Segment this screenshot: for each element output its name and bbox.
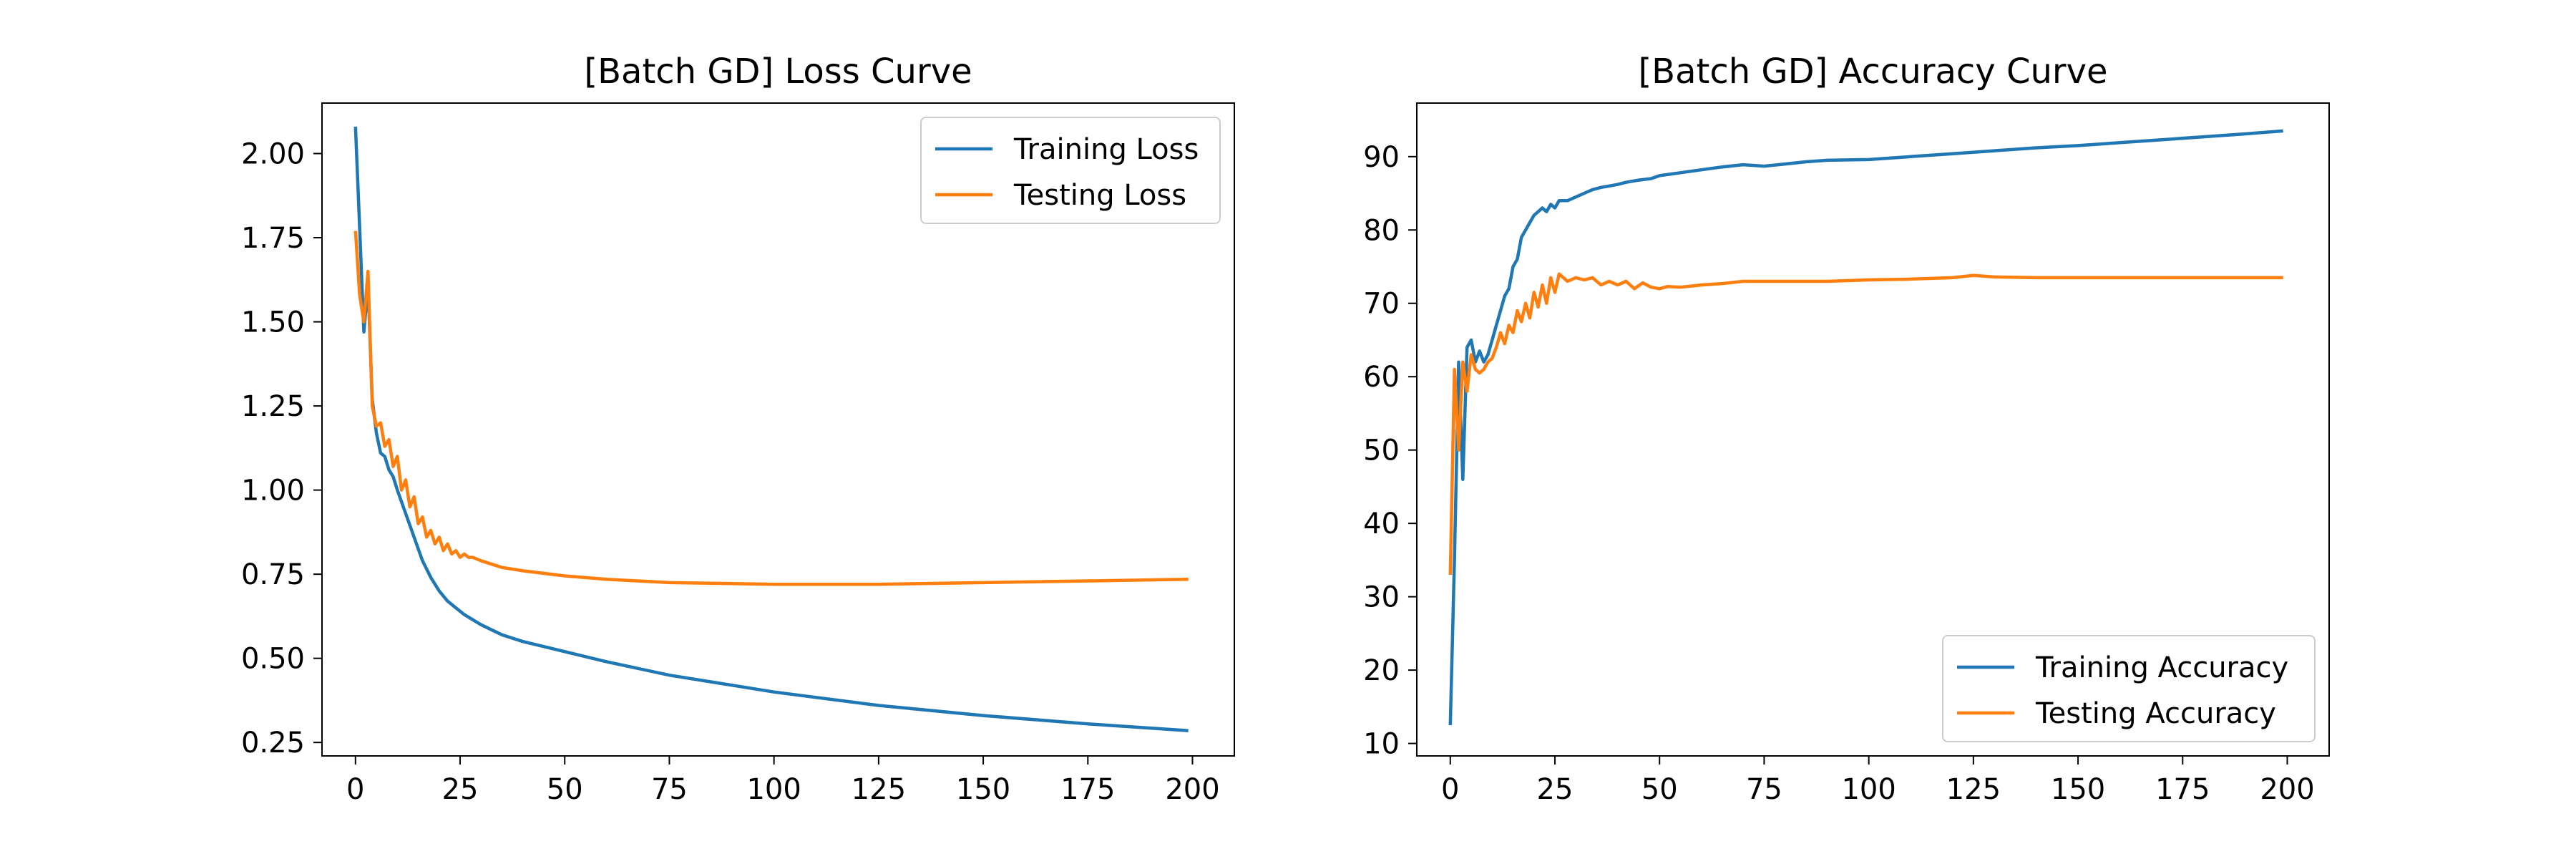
accuracy-chart-y-tick-label: 50 <box>1363 435 1400 467</box>
accuracy-chart-x-tick-label: 175 <box>2155 773 2210 806</box>
accuracy-chart-y-tick-label: 80 <box>1363 214 1400 247</box>
loss-chart-legend-label: Training Loss <box>1013 133 1199 166</box>
accuracy-chart-legend-label: Training Accuracy <box>2035 651 2288 684</box>
accuracy-chart-series-1-line <box>1448 272 2283 575</box>
loss-chart-x-tick-label: 175 <box>1060 773 1115 806</box>
accuracy-chart-x-tick-label: 75 <box>1746 773 1782 806</box>
accuracy-chart-y-tick-label: 30 <box>1363 581 1400 614</box>
accuracy-chart-lines <box>1448 129 2283 726</box>
loss-chart-title: [Batch GD] Loss Curve <box>584 52 972 92</box>
accuracy-chart-x-tick-label: 150 <box>2051 773 2105 806</box>
loss-chart-x-tick-label: 25 <box>442 773 479 806</box>
loss-chart-series-1-line <box>353 230 1189 586</box>
accuracy-chart-y-axis: 10 20 30 40 50 60 70 80 90 <box>1363 141 1417 761</box>
accuracy-chart-y-tick-label: 60 <box>1363 361 1400 394</box>
loss-chart-y-tick-label: 1.75 <box>241 222 305 255</box>
accuracy-chart-legend: Training Accuracy Testing Accuracy <box>1942 635 2316 742</box>
loss-chart-y-tick-label: 0.75 <box>241 558 305 591</box>
loss-chart-y-tick-label: 1.00 <box>241 475 305 508</box>
loss-chart-frame <box>321 102 1235 757</box>
loss-chart-y-tick-label: 2.00 <box>241 138 305 171</box>
accuracy-chart-legend-label: Testing Accuracy <box>2035 697 2276 730</box>
loss-chart-legend-label: Testing Loss <box>1013 179 1186 212</box>
loss-chart-x-tick-label: 200 <box>1165 773 1219 806</box>
loss-chart-x-axis: 0 25 50 75 100 125 150 175 200 <box>346 756 1220 806</box>
loss-chart-y-tick-label: 0.25 <box>241 727 305 759</box>
loss-chart-legend: Training Loss Testing Loss <box>920 117 1221 224</box>
accuracy-chart-y-tick-label: 10 <box>1363 728 1400 761</box>
loss-chart-y-axis: 0.25 0.50 0.75 1.00 1.25 1.50 1.75 2.00 <box>241 138 322 759</box>
loss-chart-x-tick-label: 100 <box>746 773 801 806</box>
loss-chart-x-tick-label: 125 <box>852 773 906 806</box>
accuracy-chart-y-tick-label: 70 <box>1363 288 1400 321</box>
accuracy-chart-x-tick-label: 200 <box>2260 773 2314 806</box>
accuracy-chart-x-tick-label: 50 <box>1641 773 1678 806</box>
accuracy-chart-frame <box>1416 102 2330 757</box>
accuracy-chart-x-tick-label: 125 <box>1946 773 2001 806</box>
loss-chart-y-tick-label: 1.50 <box>241 306 305 339</box>
loss-chart-lines <box>353 126 1189 732</box>
accuracy-chart-x-axis: 0 25 50 75 100 125 150 175 200 <box>1441 756 2315 806</box>
loss-chart-x-tick-label: 75 <box>651 773 688 806</box>
loss-chart-x-tick-label: 150 <box>956 773 1010 806</box>
accuracy-chart-y-tick-label: 40 <box>1363 508 1400 540</box>
loss-chart-x-tick-label: 0 <box>346 773 364 806</box>
loss-chart-legend-box <box>920 117 1221 224</box>
accuracy-chart-series-0-line <box>1448 129 2283 726</box>
accuracy-chart-x-tick-label: 100 <box>1841 773 1896 806</box>
loss-chart: [Batch GD] Loss Curve 0 25 50 75 100 125 150 17… <box>241 52 1235 806</box>
accuracy-chart-legend-box <box>1942 635 2316 742</box>
accuracy-chart-title: [Batch GD] Accuracy Curve <box>1638 52 2107 92</box>
accuracy-chart-x-tick-label: 0 <box>1441 773 1459 806</box>
loss-chart-x-tick-label: 50 <box>547 773 583 806</box>
accuracy-chart-y-tick-label: 20 <box>1363 654 1400 687</box>
loss-chart-y-tick-label: 0.50 <box>241 643 305 676</box>
accuracy-chart: [Batch GD] Accuracy Curve 0 25 50 75 100 125 1… <box>1363 52 2330 806</box>
accuracy-chart-x-tick-label: 25 <box>1537 773 1574 806</box>
accuracy-chart-y-tick-label: 90 <box>1363 141 1400 174</box>
loss-chart-y-tick-label: 1.25 <box>241 390 305 423</box>
